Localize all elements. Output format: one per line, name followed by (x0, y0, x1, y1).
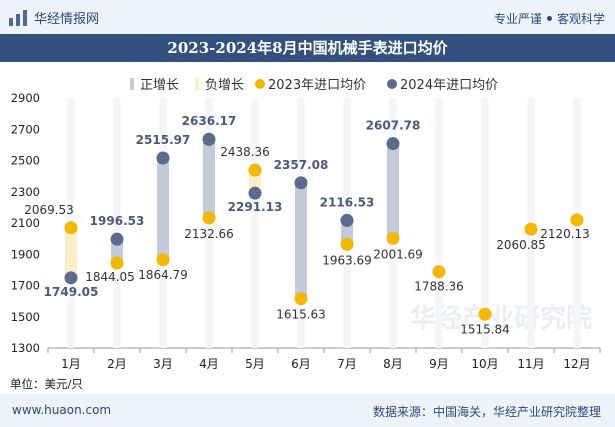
x-tick-label: 1月 (61, 357, 81, 371)
tagline-dot-icon (546, 16, 552, 21)
tagline: 专业严谨 客观科学 (494, 10, 605, 27)
footer-source: 数据来源：中国海关，华经产业研究院整理 (372, 405, 601, 419)
x-tick-label: 11月 (517, 357, 544, 371)
x-tick-label: 10月 (471, 357, 498, 371)
legend-label: 2024年进口均价 (400, 78, 498, 93)
y-tick-label: 1700 (11, 279, 40, 293)
data-label-2023: 2132.66 (184, 227, 234, 241)
y-tick-label: 1900 (11, 247, 40, 261)
data-label-2023: 1963.69 (322, 253, 372, 267)
data-label-2023: 2069.53 (24, 203, 74, 217)
point-2023 (570, 213, 584, 227)
x-tick-label: 6月 (291, 357, 311, 371)
y-tick-label: 2900 (11, 91, 40, 105)
point-2023 (524, 222, 538, 236)
data-label-2023: 1515.84 (460, 322, 510, 336)
positive-change-bar (341, 220, 353, 245)
footer-website: www.huaon.com (12, 403, 112, 417)
unit-label: 单位：美元/只 (10, 377, 83, 391)
point-2023 (432, 265, 446, 279)
legend-label: 正增长 (140, 78, 179, 93)
data-label-2024: 2636.17 (182, 114, 237, 128)
point-2023 (110, 256, 124, 270)
x-tick-label: 8月 (383, 357, 403, 371)
point-2023 (156, 253, 170, 267)
tagline-left: 专业严谨 (493, 12, 542, 26)
point-2023 (478, 307, 492, 321)
column-track (481, 98, 489, 348)
chart-title: 2023-2024年8月中国机械手表进口均价 (0, 34, 615, 62)
point-2023 (202, 211, 216, 225)
point-2024 (248, 186, 262, 200)
x-tick-label: 9月 (429, 357, 449, 371)
point-2023 (64, 221, 78, 235)
negative-change-bar (65, 227, 77, 278)
brand: 华经情报网 (8, 8, 99, 27)
data-label-2023: 1864.79 (138, 268, 188, 282)
positive-change-bar (111, 239, 123, 263)
positive-change-bar (203, 139, 215, 218)
data-label-2023: 2001.69 (373, 247, 423, 261)
column-track (435, 98, 443, 348)
data-label-2024: 1749.05 (44, 285, 99, 299)
data-label-2024: 2607.78 (366, 119, 421, 133)
y-tick-label: 2100 (11, 216, 40, 230)
legend-bar-swatch (130, 78, 134, 90)
point-2023 (294, 292, 308, 306)
data-label-2024: 1996.53 (90, 214, 145, 228)
column-track (113, 98, 121, 348)
data-label-2024: 2116.53 (320, 195, 375, 209)
footer: www.huaon.com 数据来源：中国海关，华经产业研究院整理 (0, 394, 615, 427)
column-track (251, 98, 259, 348)
tagline-right: 客观科学 (556, 12, 605, 26)
legend-label: 2023年进口均价 (268, 78, 366, 93)
brand-name: 华经情报网 (34, 12, 100, 27)
data-label-2023: 2438.36 (220, 145, 270, 159)
y-tick-label: 2500 (11, 154, 40, 168)
y-tick-label: 2300 (11, 185, 40, 199)
point-2024 (386, 137, 400, 151)
data-label-2023: 1844.05 (85, 270, 135, 284)
x-tick-label: 3月 (153, 357, 173, 371)
legend-dot-swatch (255, 79, 265, 89)
bar-chart-logo-icon (9, 9, 27, 26)
data-label-2024: 2515.97 (136, 133, 191, 147)
point-2023 (386, 231, 400, 245)
x-tick-label: 7月 (337, 357, 357, 371)
data-label-2023: 2060.85 (496, 238, 546, 252)
data-label-2023: 1615.63 (276, 308, 326, 322)
data-label-2023: 2120.13 (540, 227, 590, 241)
data-label-2024: 2357.08 (274, 158, 329, 172)
positive-change-bar (295, 182, 307, 299)
positive-change-bar (157, 158, 169, 260)
x-tick-label: 12月 (563, 357, 590, 371)
y-tick-label: 2700 (11, 122, 40, 136)
legend-bar-swatch (195, 78, 199, 90)
positive-change-bar (387, 143, 399, 239)
point-2024 (110, 232, 124, 246)
data-label-2023: 1788.36 (414, 280, 464, 294)
y-tick-label: 1500 (11, 310, 40, 324)
point-2023 (248, 163, 262, 177)
data-label-2024: 2291.13 (228, 200, 283, 214)
point-2024 (294, 176, 308, 190)
top-bar: 华经情报网 专业严谨 客观科学 (0, 0, 615, 34)
x-tick-label: 2月 (107, 357, 127, 371)
x-tick-label: 4月 (199, 357, 219, 371)
legend-label: 负增长 (205, 78, 244, 93)
x-tick-label: 5月 (245, 357, 265, 371)
point-2024 (64, 271, 78, 285)
legend-dot-swatch (387, 79, 397, 89)
point-2024 (340, 213, 354, 227)
y-tick-label: 1300 (11, 341, 40, 355)
point-2024 (156, 151, 170, 165)
point-2024 (202, 132, 216, 146)
point-2023 (340, 237, 354, 251)
